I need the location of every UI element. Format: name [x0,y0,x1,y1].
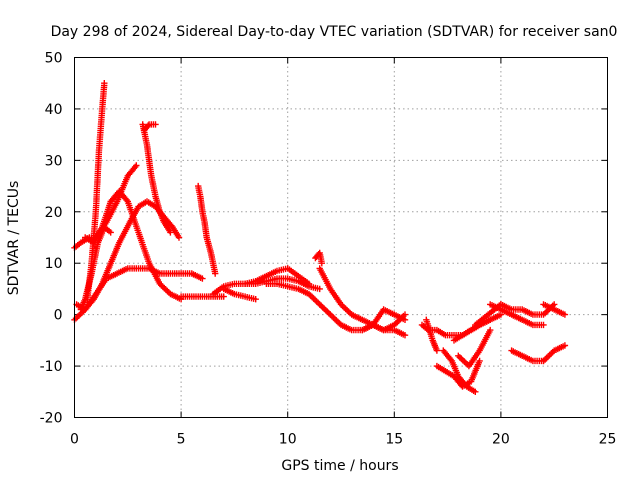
x-tick-label: 15 [385,432,403,448]
data-point [167,229,174,236]
data-point [401,332,409,339]
y-tick-label: 10 [45,256,63,272]
data-point [487,326,494,334]
y-tick-label: -20 [40,411,63,427]
data-point [401,311,409,318]
data-point [316,285,323,293]
ticks-layer: 0 5 10 15 20 25 -20 -10 0 10 20 30 40 50 [40,51,617,448]
y-tick-label: 50 [45,51,63,67]
series-arc-8 [139,121,174,236]
series-arc-12 [241,265,313,287]
data-point [305,280,313,287]
data-point [107,229,114,236]
data-point [252,296,259,303]
x-tick-label: 20 [492,432,510,448]
data-point [133,162,140,169]
data-point [472,388,479,395]
data-point [152,121,159,128]
series-arc-29 [540,342,569,365]
series-arc-20 [423,316,441,354]
data-point [101,80,108,87]
data-point [447,356,454,363]
data-point [433,347,441,354]
data-point [540,321,547,329]
y-axis-label: SDTVAR / TECUs [6,181,22,296]
x-tick-label: 5 [177,432,186,448]
series-arc-10 [195,182,219,277]
series-arc-9 [177,293,227,300]
data-point [561,342,569,349]
series-arc-23 [450,316,494,344]
series-arc-13 [220,285,259,303]
series-arc-5 [84,80,108,303]
series-arc-18 [359,311,409,334]
series-arc-28 [508,347,547,365]
grid-layer [74,57,608,418]
series-arc-24 [455,326,494,370]
points-layer [71,80,569,395]
x-tick-label: 25 [599,432,617,448]
series-arc-25 [472,301,505,329]
x-axis-label: GPS time / hours [281,458,398,474]
data-point [487,316,494,323]
y-tick-label: 0 [54,308,63,324]
data-point [220,293,227,300]
series-arc-27 [497,301,558,318]
series-arc-26 [487,301,547,329]
y-tick-label: -10 [40,359,63,375]
data-point [144,122,152,129]
data-point [561,311,569,318]
data-point [175,234,183,241]
y-tick-label: 20 [45,205,63,221]
series-arc-15 [312,249,325,267]
series-arc-30 [540,301,569,318]
x-tick-label: 10 [279,432,297,448]
x-tick-label: 0 [70,432,79,448]
plot-frame [74,57,608,418]
data-point [318,260,325,267]
data-point [212,270,219,277]
y-tick-label: 30 [45,153,63,169]
series-arc-4 [82,188,185,303]
chart-title: Day 298 of 2024, Sidereal Day-to-day VTE… [51,24,618,40]
data-point [476,357,483,365]
series-arc-6 [77,224,114,313]
data-point [199,275,206,282]
series-arc-22 [440,347,479,395]
y-tick-label: 40 [45,102,63,118]
